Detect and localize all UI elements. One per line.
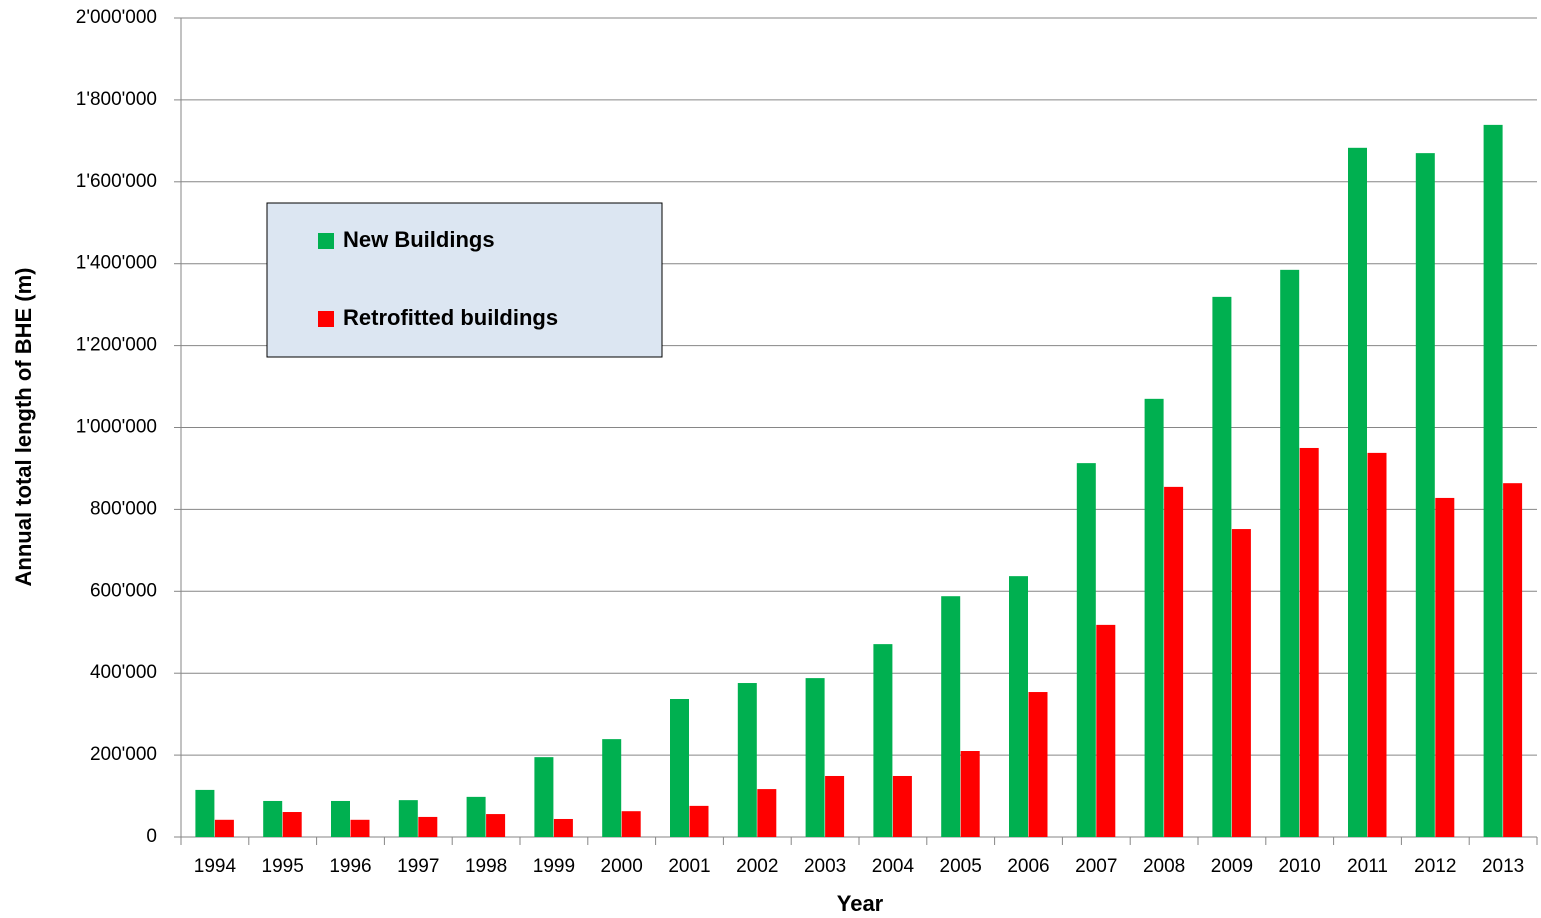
bar	[1367, 452, 1387, 837]
legend-box	[266, 202, 663, 358]
bar	[1164, 486, 1184, 837]
bar	[1483, 124, 1503, 837]
bar	[805, 678, 825, 837]
bar	[825, 775, 845, 837]
y-tick-label: 1'000'000	[76, 417, 157, 438]
x-tick-label: 1994	[194, 856, 237, 877]
x-tick-label: 2001	[668, 856, 710, 877]
bar	[892, 775, 912, 837]
y-axis-label: Annual total length of BHE (m)	[11, 268, 36, 587]
x-tick-label: 2007	[1075, 856, 1117, 877]
bar	[757, 789, 777, 837]
legend-label: New Buildings	[343, 227, 495, 252]
bar	[195, 789, 215, 837]
bar	[1348, 147, 1367, 837]
x-tick-label: 1998	[465, 856, 507, 877]
y-tick-label: 200'000	[90, 744, 157, 765]
bar	[534, 757, 554, 837]
bar	[1144, 398, 1164, 837]
legend-swatch	[318, 311, 334, 327]
bar	[670, 698, 689, 837]
y-tick-label: 800'000	[90, 498, 157, 519]
x-tick-label: 2005	[940, 856, 982, 877]
bar	[1299, 447, 1319, 837]
bar	[941, 596, 961, 837]
x-tick-label: 2013	[1482, 856, 1524, 877]
y-tick-label: 1'400'000	[76, 253, 157, 274]
bar	[1009, 576, 1028, 837]
x-tick-label: 2010	[1279, 856, 1321, 877]
bar	[214, 819, 234, 837]
y-tick-label: 2'000'000	[76, 7, 157, 28]
bar	[1435, 497, 1455, 837]
x-tick-label: 1996	[329, 856, 371, 877]
x-tick-label: 2008	[1143, 856, 1185, 877]
bar	[1212, 296, 1232, 837]
bar	[1096, 624, 1116, 837]
bar	[350, 819, 370, 837]
bar	[1076, 463, 1096, 837]
y-tick-label: 1'800'000	[76, 89, 157, 110]
bar	[737, 683, 757, 837]
x-tick-label: 2003	[804, 856, 846, 877]
x-tick-label: 2011	[1347, 856, 1388, 877]
x-tick-label: 2002	[736, 856, 778, 877]
bar	[1028, 692, 1048, 837]
x-tick-label: 1995	[262, 856, 304, 877]
x-tick-label: 2000	[601, 856, 643, 877]
y-tick-label: 1'600'000	[76, 171, 157, 192]
y-tick-label: 600'000	[90, 580, 157, 601]
x-tick-label: 1999	[533, 856, 575, 877]
x-tick-label: 2012	[1414, 856, 1456, 877]
bar	[960, 751, 980, 837]
bar	[263, 800, 283, 837]
x-tick-label: 2006	[1007, 856, 1049, 877]
legend-swatch	[318, 233, 334, 249]
bar	[1503, 483, 1523, 837]
bar	[873, 644, 893, 837]
x-axis-label: Year	[837, 891, 884, 916]
bar	[282, 812, 302, 837]
bar	[621, 811, 641, 837]
bar	[466, 796, 486, 837]
x-tick-label: 2004	[872, 856, 915, 877]
x-tick-label: 2009	[1211, 856, 1253, 877]
bar	[1231, 529, 1251, 837]
y-tick-label: 0	[146, 826, 157, 847]
bar	[1415, 153, 1435, 837]
y-tick-label: 400'000	[90, 662, 157, 683]
bar	[418, 816, 438, 837]
bar	[602, 739, 622, 837]
bar	[398, 800, 418, 837]
x-tick-label: 1997	[397, 856, 439, 877]
legend-label: Retrofitted buildings	[343, 305, 558, 330]
bar	[486, 814, 506, 837]
y-tick-label: 1'200'000	[76, 335, 157, 356]
bar	[553, 818, 573, 837]
bar	[1280, 269, 1300, 837]
bar	[689, 805, 709, 837]
bar	[331, 800, 350, 837]
